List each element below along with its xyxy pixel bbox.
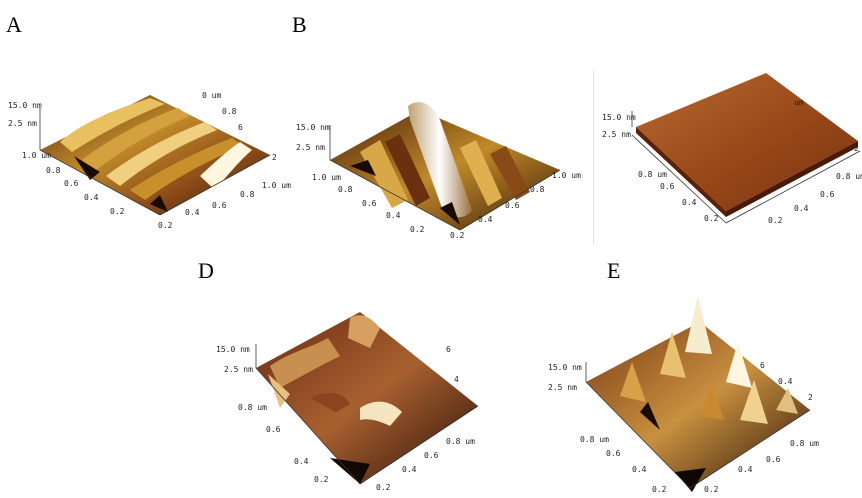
- surface-e-peaks: [620, 296, 798, 492]
- back-tick-label: 6: [446, 345, 451, 354]
- surface-b-ridges: [350, 102, 530, 225]
- z-mid-label: 2.5 nm: [296, 143, 325, 152]
- y-tick-label: 0.8 um: [580, 435, 609, 444]
- y-tick-label: 1.0 um: [312, 173, 341, 182]
- back-tick-label: 0.4: [778, 377, 793, 386]
- x-tick-label: 0.6: [766, 455, 781, 464]
- surface-d-features: [268, 315, 402, 484]
- back-tick-label: 2: [854, 144, 859, 153]
- y-tick-label: 0.8: [338, 185, 353, 194]
- back-tick-label: um: [794, 98, 804, 107]
- afm-surface-a: 15.0 nm 2.5 nm 1.0 um 0.8 0.6 0.4 0.2 0.…: [8, 91, 291, 230]
- y-tick-label: 0.4: [682, 198, 697, 207]
- y-tick-label: 0.6: [606, 449, 621, 458]
- z-max-label: 15.0 nm: [602, 113, 636, 122]
- back-tick-label: 0.8: [222, 107, 237, 116]
- x-tick-label: 0.2: [158, 221, 173, 230]
- surface-e-base: [586, 322, 810, 488]
- z-mid-label: 2.5 nm: [8, 119, 37, 128]
- x-tick-label: 1.0 um: [262, 181, 291, 190]
- panel-e-letter: E: [607, 258, 621, 283]
- x-tick-label: 0.4: [478, 215, 493, 224]
- y-tick-label: 0.2: [410, 225, 425, 234]
- afm-panel-c: 15.0 nm 2.5 nm 0.8 um 0.6 0.4 0.2 0.2 0.…: [598, 65, 862, 235]
- back-tick-label: 2: [272, 153, 277, 162]
- z-max-label: 15.0 nm: [548, 363, 582, 372]
- x-tick-label: 0.4: [738, 465, 753, 474]
- afm-surface-c: 15.0 nm 2.5 nm 0.8 um 0.6 0.4 0.2 0.2 0.…: [602, 73, 862, 225]
- y-tick-label: 0.6: [266, 425, 281, 434]
- panel-d-letter: D: [198, 258, 214, 283]
- z-max-label: 15.0 nm: [8, 101, 42, 110]
- z-mid-label: 2.5 nm: [548, 383, 577, 392]
- y-tick-label: 0.8 um: [238, 403, 267, 412]
- panel-b-letter: B: [292, 12, 307, 37]
- panel-divider: [593, 70, 594, 245]
- y-tick-label: 1.0 um: [22, 151, 51, 160]
- x-tick-label: 0.8: [530, 185, 545, 194]
- x-tick-label: 0.4: [185, 208, 200, 217]
- x-tick-label: 0.8 um: [790, 439, 819, 448]
- x-tick-label: 0.8 um: [446, 437, 475, 446]
- surface-a-ridges: [60, 98, 252, 212]
- z-max-label: 15.0 nm: [216, 345, 250, 354]
- back-tick-label: 2: [808, 393, 813, 402]
- x-tick-label: 0.2: [376, 483, 391, 492]
- y-tick-label: 0.8 um: [638, 170, 667, 179]
- x-tick-label: 0.2: [450, 231, 465, 240]
- z-mid-label: 2.5 nm: [224, 365, 253, 374]
- y-tick-label: 0.6: [362, 199, 377, 208]
- back-tick-label: 6: [760, 361, 765, 370]
- y-tick-label: 0.6: [660, 182, 675, 191]
- surface-c-base: [636, 73, 858, 211]
- x-tick-label: 0.4: [402, 465, 417, 474]
- afm-surface-b: 15.0 nm 2.5 nm 1.0 um 0.8 0.6 0.4 0.2 0.…: [296, 102, 581, 240]
- y-tick-label: 0.4: [294, 457, 309, 466]
- y-tick-label: 0.8: [46, 166, 61, 175]
- surface-c-edge-right: [726, 141, 858, 217]
- afm-panel-b: 15.0 nm 2.5 nm 1.0 um 0.8 0.6 0.4 0.2 0.…: [290, 80, 590, 240]
- y-tick-label: 0.2: [314, 475, 329, 484]
- panel-a-letter: A: [6, 12, 22, 37]
- x-tick-label: 0.2: [768, 216, 783, 225]
- x-tick-label: 0.6: [212, 201, 227, 210]
- x-tick-label: 0.4: [794, 204, 809, 213]
- x-tick-label: 0.8 um: [836, 172, 862, 181]
- afm-panel-e: 15.0 nm 2.5 nm 0.8 um 0.6 0.4 0.2 0.2 0.…: [540, 292, 840, 496]
- afm-panel-a: 15.0 nm 2.5 nm 1.0 um 0.8 0.6 0.4 0.2 0.…: [0, 80, 300, 240]
- y-tick-label: 0.2: [652, 485, 667, 494]
- y-tick-label: 0.6: [64, 179, 79, 188]
- x-tick-label: 0.2: [704, 485, 719, 494]
- back-tick-label: 6: [238, 123, 243, 132]
- x-tick-label: 0.6: [505, 201, 520, 210]
- back-tick-label: 4: [454, 375, 459, 384]
- y-tick-label: 0.2: [704, 214, 719, 223]
- y-tick-label: 0.4: [84, 193, 99, 202]
- x-tick-label: 0.8: [240, 190, 255, 199]
- afm-surface-e: 15.0 nm 2.5 nm 0.8 um 0.6 0.4 0.2 0.2 0.…: [548, 296, 819, 494]
- afm-panel-d: 15.0 nm 2.5 nm 0.8 um 0.6 0.4 0.2 0.2 0.…: [210, 308, 510, 496]
- x-tick-label: 0.6: [424, 451, 439, 460]
- x-tick-label: 0.6: [820, 190, 835, 199]
- y-tick-label: 0.4: [386, 211, 401, 220]
- y-tick-label: 0.4: [632, 465, 647, 474]
- y-tick-label: 0.2: [110, 207, 125, 216]
- back-tick-label: 0 um: [202, 91, 221, 100]
- x-tick-label: 1.0 um: [552, 171, 581, 180]
- z-mid-label: 2.5 nm: [602, 130, 631, 139]
- afm-surface-d: 15.0 nm 2.5 nm 0.8 um 0.6 0.4 0.2 0.2 0.…: [216, 312, 479, 492]
- surface-c-edge: [636, 127, 726, 217]
- z-max-label: 15.0 nm: [296, 123, 330, 132]
